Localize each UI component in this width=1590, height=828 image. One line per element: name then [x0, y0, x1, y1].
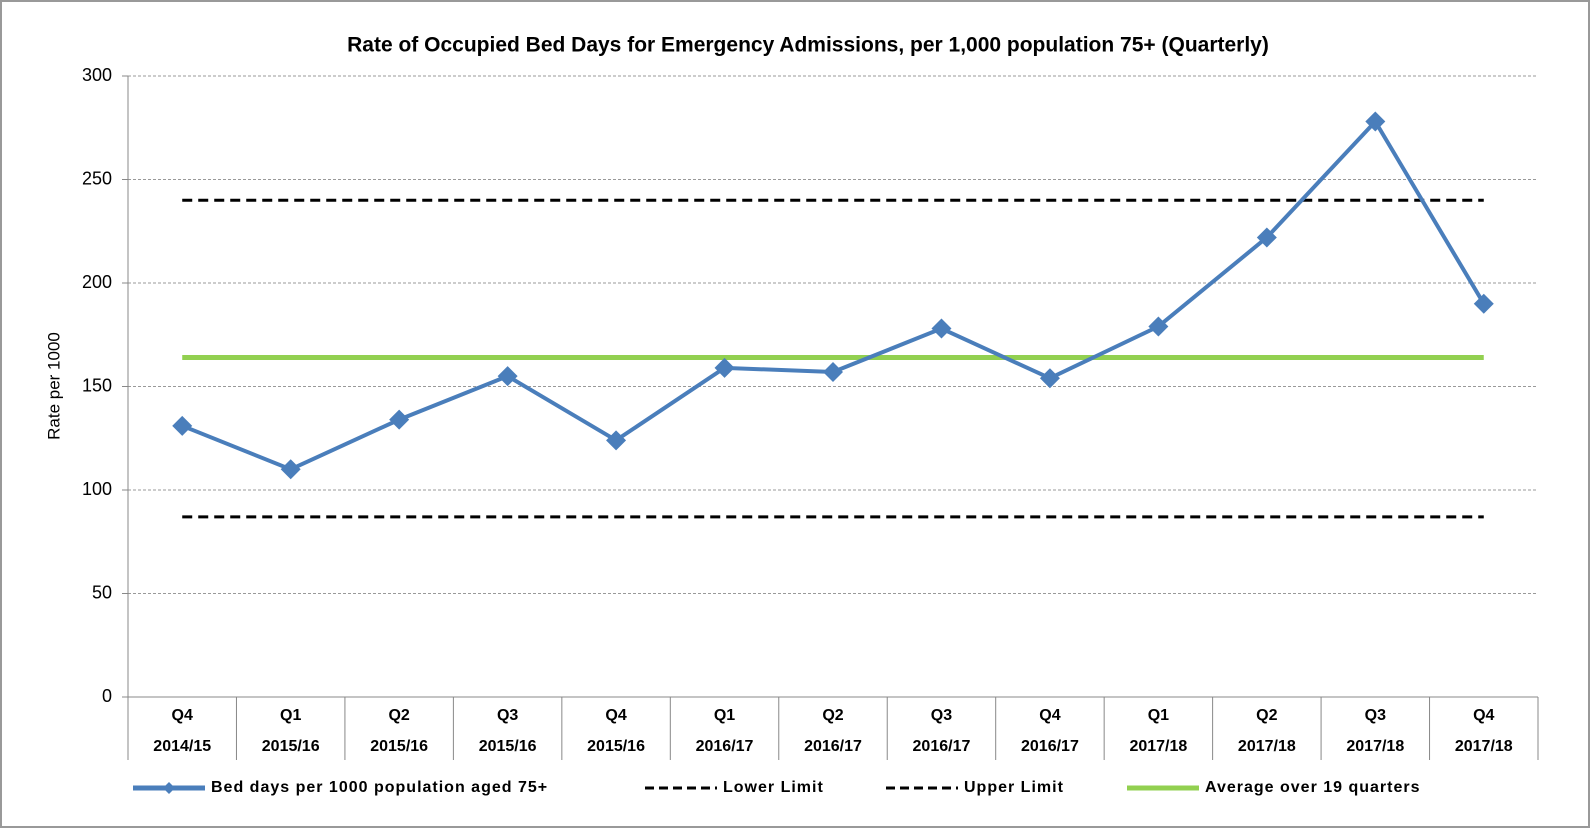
- x-tick-label: Q1: [280, 707, 301, 724]
- x-tick-label: Q4: [1473, 707, 1494, 724]
- y-axis-label: Rate per 1000: [44, 332, 63, 440]
- x-tick-label: 2015/16: [262, 738, 320, 755]
- x-tick-label: 2016/17: [1021, 738, 1079, 755]
- y-tick-label: 300: [82, 65, 112, 85]
- point-marker: [1148, 316, 1169, 337]
- x-tick-label: Q2: [1256, 707, 1277, 724]
- point-marker: [823, 362, 843, 383]
- point-marker: [1039, 368, 1060, 389]
- x-tick-label: 2017/18: [1129, 738, 1187, 755]
- x-tick-label: 2017/18: [1455, 738, 1513, 755]
- x-tick-label: 2016/17: [804, 738, 862, 755]
- x-tick-label: Q1: [1148, 707, 1169, 724]
- x-tick-label: 2017/18: [1346, 738, 1404, 755]
- point-marker: [389, 409, 410, 430]
- x-tick-label: Q2: [822, 707, 843, 724]
- x-tick-label: Q4: [1039, 707, 1060, 724]
- x-tick-label: Q4: [172, 707, 193, 724]
- x-tick-label: 2016/17: [913, 738, 971, 755]
- legend-marker: [163, 782, 175, 794]
- point-marker: [1365, 111, 1386, 132]
- legend-label: Average over 19 quarters: [1205, 779, 1421, 796]
- x-tick-label: 2015/16: [370, 738, 428, 755]
- point-marker: [1256, 227, 1277, 248]
- x-tick-label: Q2: [388, 707, 409, 724]
- chart-title: Rate of Occupied Bed Days for Emergency …: [347, 34, 1269, 57]
- x-tick-label: 2015/16: [587, 738, 645, 755]
- x-tick-label: Q1: [714, 707, 735, 724]
- point-marker: [714, 357, 735, 378]
- legend-label: Upper Limit: [964, 779, 1064, 796]
- x-tick-label: Q3: [1365, 707, 1386, 724]
- point-marker: [606, 430, 627, 451]
- y-tick-label: 100: [82, 479, 112, 499]
- y-tick-label: 200: [82, 272, 112, 292]
- x-tick-label: Q4: [605, 707, 626, 724]
- point-marker: [497, 366, 518, 387]
- point-marker: [931, 318, 952, 339]
- x-tick-label: 2017/18: [1238, 738, 1296, 755]
- point-marker: [1473, 293, 1494, 314]
- x-tick-label: Q3: [497, 707, 518, 724]
- legend-label: Bed days per 1000 population aged 75+: [211, 779, 548, 796]
- y-tick-label: 250: [82, 168, 112, 188]
- y-tick-label: 0: [102, 686, 112, 706]
- x-tick-label: Q3: [931, 707, 952, 724]
- legend-label: Lower Limit: [723, 779, 824, 796]
- x-tick-label: 2016/17: [696, 738, 754, 755]
- x-tick-label: 2014/15: [153, 738, 211, 755]
- y-tick-label: 150: [82, 375, 112, 395]
- x-tick-label: 2015/16: [479, 738, 537, 755]
- point-marker: [172, 415, 193, 436]
- point-marker: [280, 459, 301, 480]
- y-tick-label: 50: [92, 582, 112, 602]
